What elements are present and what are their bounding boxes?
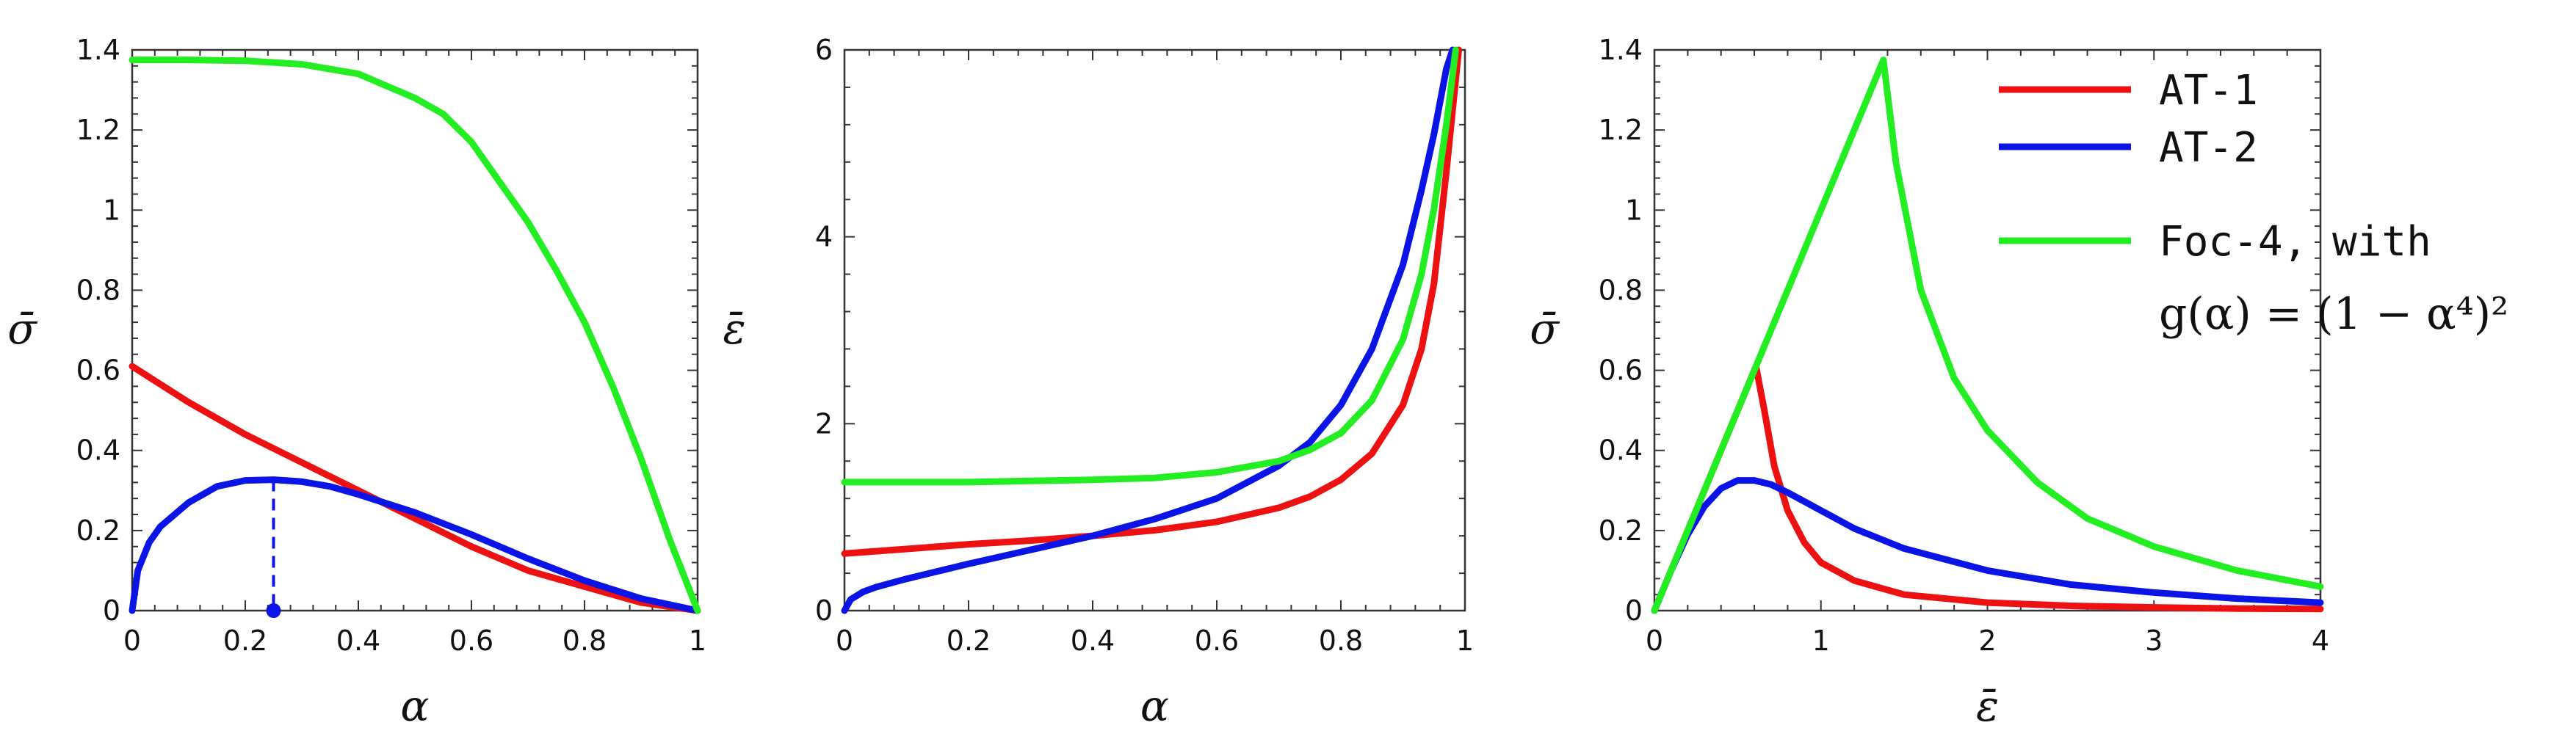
x-axis-label: ε̄ xyxy=(1976,681,1999,731)
y-tick-label: 0 xyxy=(815,594,833,627)
y-tick-label: 0.8 xyxy=(1599,274,1643,306)
y-tick-label: 0 xyxy=(103,594,120,627)
y-tick-label: 0.8 xyxy=(76,274,120,306)
x-tick-label: 0 xyxy=(123,625,141,657)
series-line-at-2 xyxy=(841,46,1456,614)
y-tick-label: 1 xyxy=(1625,194,1643,226)
y-tick-label: 0 xyxy=(1625,594,1643,627)
x-tick-label: 4 xyxy=(2312,625,2329,657)
x-tick-label: 2 xyxy=(1978,625,1996,657)
peak-marker-point xyxy=(266,603,281,618)
plot-frame xyxy=(131,48,699,612)
legend-formula: g(α) = (1 − α⁴)² xyxy=(2159,288,2508,340)
y-tick-label: 0.6 xyxy=(1599,354,1643,387)
y-axis-label: σ̄ xyxy=(1530,304,1560,354)
y-tick-label: 0.4 xyxy=(76,434,120,467)
legend: AT-1 AT-2 Foc-4, with g(α) = (1 − α⁴)² xyxy=(1999,67,2508,340)
x-tick-label: 0.8 xyxy=(562,625,607,657)
x-tick-label: 1 xyxy=(1812,625,1830,657)
x-tick-label: 3 xyxy=(2145,625,2163,657)
series-line-at-2 xyxy=(129,476,701,614)
y-tick-label: 0.2 xyxy=(1599,514,1643,547)
x-tick-label: 0.2 xyxy=(223,625,267,657)
x-tick-label: 0.2 xyxy=(947,625,991,657)
panel-stress-vs-damage: 0 0.2 0.4 0.6 0.8 1 0 0.2 0.4 0.6 0.8 1 1.2 1.4 α σ̄ xyxy=(7,34,706,731)
series-line-at-2 xyxy=(1651,477,2324,614)
series-line-foc-4 xyxy=(1651,57,2324,614)
x-tick-label: 0.8 xyxy=(1319,625,1363,657)
y-tick-label: 0.4 xyxy=(1599,434,1643,467)
x-axis-label: α xyxy=(1140,681,1169,731)
legend-label-at1: AT-1 xyxy=(2159,67,2258,114)
y-tick-label: 0.2 xyxy=(76,514,120,547)
x-tick-label: 0.6 xyxy=(1195,625,1239,657)
plot-frame xyxy=(843,48,1466,612)
y-tick-label: 2 xyxy=(815,407,833,440)
y-tick-label: 1 xyxy=(103,194,120,226)
x-tick-label: 0.6 xyxy=(449,625,493,657)
x-tick-label: 1 xyxy=(689,625,706,657)
y-tick-label: 0.6 xyxy=(76,354,120,387)
series-line-foc-4 xyxy=(841,46,1459,486)
legend-label-foc4: Foc-4, with xyxy=(2159,218,2431,266)
series-line-at-1 xyxy=(841,46,1462,557)
y-tick-label: 1.4 xyxy=(76,34,120,66)
y-axis-label: σ̄ xyxy=(7,304,37,354)
x-tick-label: 0 xyxy=(1646,625,1663,657)
x-tick-label: 0 xyxy=(836,625,853,657)
y-tick-label: 1.4 xyxy=(1599,34,1643,66)
y-axis-label: ε̄ xyxy=(723,304,745,354)
panel-stress-vs-strain: 0 1 2 3 4 0 0.2 0.4 0.6 0.8 1 1.2 1.4 ε̄ σ̄ xyxy=(1530,34,2329,731)
series-line-at-1 xyxy=(1651,363,2324,614)
y-tick-label: 6 xyxy=(815,34,833,66)
x-tick-label: 0.4 xyxy=(336,625,380,657)
x-tick-label: 1 xyxy=(1456,625,1474,657)
series-line-foc-4 xyxy=(129,57,701,614)
y-tick-label: 4 xyxy=(815,221,833,253)
y-tick-label: 1.2 xyxy=(1599,114,1643,146)
panel-strain-vs-damage: 0 0.2 0.4 0.6 0.8 1 0 2 4 6 α ε̄ xyxy=(723,34,1474,731)
legend-label-at2: AT-2 xyxy=(2159,124,2258,172)
x-axis-label: α xyxy=(400,681,429,731)
x-tick-label: 0.4 xyxy=(1071,625,1115,657)
y-tick-label: 1.2 xyxy=(76,114,120,146)
series-line-at-1 xyxy=(129,363,701,614)
